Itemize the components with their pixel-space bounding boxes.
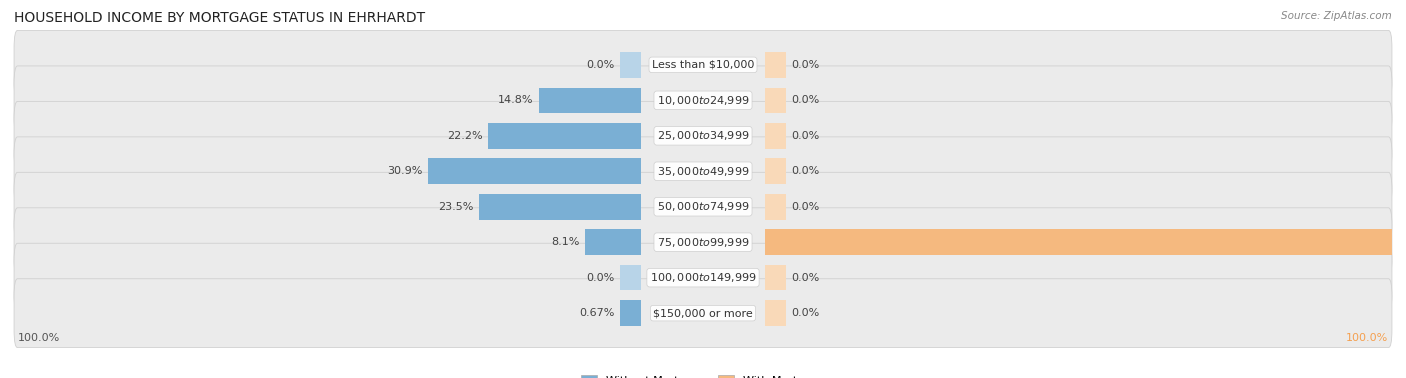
Text: $25,000 to $34,999: $25,000 to $34,999	[657, 129, 749, 142]
Bar	[620, 52, 641, 77]
Legend: Without Mortgage, With Mortgage: Without Mortgage, With Mortgage	[576, 371, 830, 378]
FancyBboxPatch shape	[14, 31, 1392, 99]
Text: HOUSEHOLD INCOME BY MORTGAGE STATUS IN EHRHARDT: HOUSEHOLD INCOME BY MORTGAGE STATUS IN E…	[14, 11, 425, 25]
Text: 0.0%: 0.0%	[792, 273, 820, 283]
Text: 0.0%: 0.0%	[792, 166, 820, 176]
Text: $35,000 to $49,999: $35,000 to $49,999	[657, 165, 749, 178]
Bar	[765, 158, 786, 184]
Text: $75,000 to $99,999: $75,000 to $99,999	[657, 236, 749, 249]
Text: 14.8%: 14.8%	[498, 95, 533, 105]
Bar	[765, 194, 786, 220]
FancyBboxPatch shape	[14, 243, 1392, 312]
Text: $150,000 or more: $150,000 or more	[654, 308, 752, 318]
Text: 100.0%: 100.0%	[1347, 333, 1389, 342]
Bar	[427, 158, 641, 184]
FancyBboxPatch shape	[14, 172, 1392, 241]
Text: 100.0%: 100.0%	[1400, 237, 1406, 247]
Bar	[765, 265, 786, 290]
Bar	[479, 194, 641, 220]
FancyBboxPatch shape	[14, 137, 1392, 206]
Text: Less than $10,000: Less than $10,000	[652, 60, 754, 70]
Bar	[585, 229, 641, 255]
Text: 0.0%: 0.0%	[586, 273, 614, 283]
Bar	[488, 123, 641, 149]
Text: 30.9%: 30.9%	[387, 166, 423, 176]
Text: 0.0%: 0.0%	[792, 95, 820, 105]
Text: $10,000 to $24,999: $10,000 to $24,999	[657, 94, 749, 107]
Text: 8.1%: 8.1%	[551, 237, 579, 247]
Text: $100,000 to $149,999: $100,000 to $149,999	[650, 271, 756, 284]
FancyBboxPatch shape	[14, 66, 1392, 135]
Text: 0.0%: 0.0%	[792, 202, 820, 212]
Text: 0.0%: 0.0%	[792, 308, 820, 318]
Text: $50,000 to $74,999: $50,000 to $74,999	[657, 200, 749, 213]
Bar	[765, 229, 1406, 255]
Bar	[765, 301, 786, 326]
FancyBboxPatch shape	[14, 101, 1392, 170]
Text: 0.0%: 0.0%	[586, 60, 614, 70]
Text: Source: ZipAtlas.com: Source: ZipAtlas.com	[1281, 11, 1392, 21]
Bar	[765, 88, 786, 113]
Text: 0.0%: 0.0%	[792, 60, 820, 70]
Text: 0.67%: 0.67%	[579, 308, 614, 318]
Bar	[765, 123, 786, 149]
Bar	[765, 52, 786, 77]
Text: 0.0%: 0.0%	[792, 131, 820, 141]
FancyBboxPatch shape	[14, 208, 1392, 277]
Bar	[620, 265, 641, 290]
Text: 100.0%: 100.0%	[17, 333, 59, 342]
Bar	[620, 301, 641, 326]
Text: 22.2%: 22.2%	[447, 131, 482, 141]
FancyBboxPatch shape	[14, 279, 1392, 347]
Bar	[538, 88, 641, 113]
Text: 23.5%: 23.5%	[439, 202, 474, 212]
